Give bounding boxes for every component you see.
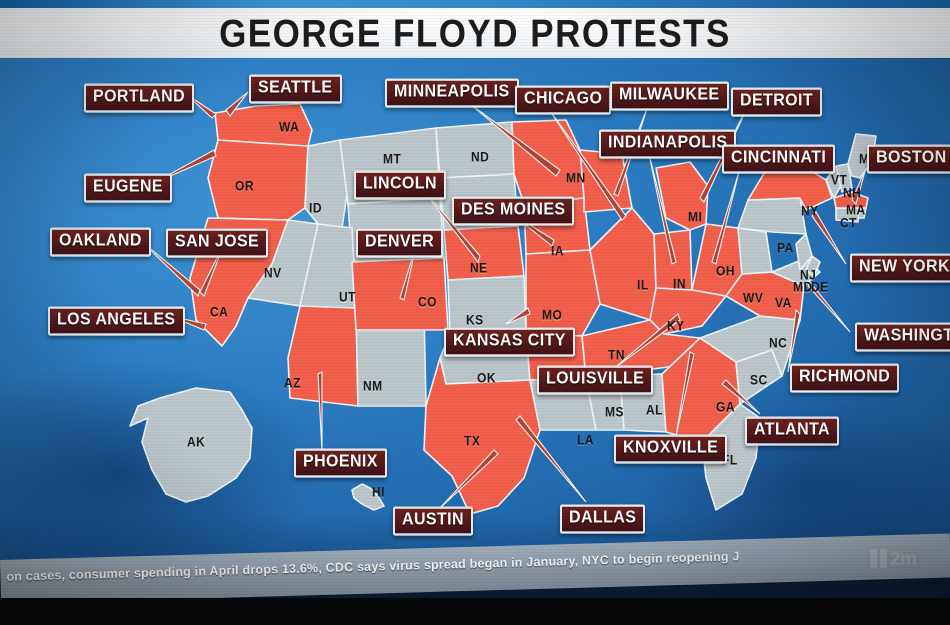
title-banner: GEORGE FLOYD PROTESTS <box>0 8 950 62</box>
city-label-detroit: DETROIT <box>731 87 823 117</box>
city-label-denver: DENVER <box>356 228 444 258</box>
city-label-austin: AUSTIN <box>393 506 473 536</box>
screen-bottom-bar <box>0 598 950 625</box>
top-blue-strip <box>0 0 950 10</box>
city-label-seattle: SEATTLE <box>249 74 342 104</box>
leader-kansascity <box>505 307 531 325</box>
leader-dallas <box>515 415 587 503</box>
state-shape-tx <box>423 357 541 515</box>
leader-richmond <box>787 308 801 373</box>
state-shape-az <box>287 305 359 407</box>
city-label-washington: WASHINGTON <box>855 322 950 352</box>
city-label-kansas-city: KANSAS CITY <box>444 327 575 357</box>
state-shape-nj <box>795 233 813 271</box>
city-label-los-angeles: LOS ANGELES <box>48 306 185 336</box>
city-label-milwaukee: MILWAUKEE <box>610 81 729 111</box>
city-label-oakland: OAKLAND <box>50 227 151 257</box>
city-label-portland: PORTLAND <box>84 83 195 113</box>
state-shape-ma <box>833 191 869 209</box>
city-label-knoxville: KNOXVILLE <box>614 434 728 464</box>
city-label-eugene: EUGENE <box>84 173 172 203</box>
city-label-des-moines: DES MOINES <box>452 196 575 226</box>
city-label-cincinnati: CINCINNATI <box>722 144 836 174</box>
leader-indianapolis <box>647 149 677 265</box>
state-shape-ct <box>835 207 861 223</box>
city-label-minneapolis: MINNEAPOLIS <box>385 78 519 108</box>
city-label-san-jose: SAN JOSE <box>166 228 269 258</box>
state-shape-nh <box>835 163 853 193</box>
city-label-atlanta: ATLANTA <box>745 416 839 446</box>
leader-atlanta <box>721 379 761 415</box>
leader-cincinnati <box>711 167 741 265</box>
city-label-louisville: LOUISVILLE <box>537 365 654 395</box>
leader-austin <box>437 449 499 511</box>
state-shape-ak <box>129 387 253 503</box>
city-label-phoenix: PHOENIX <box>294 448 387 478</box>
leader-louisville <box>611 313 681 371</box>
leader-oakland <box>139 239 201 298</box>
state-shape-mi <box>655 161 709 231</box>
city-label-richmond: RICHMOND <box>790 363 900 393</box>
leader-phoenix <box>317 371 323 453</box>
leader-newyork <box>811 211 847 265</box>
state-shape-de <box>805 255 821 277</box>
state-shape-ri <box>857 207 867 219</box>
leader-washington <box>807 280 851 333</box>
leader-seattle <box>225 91 249 117</box>
leader-denver <box>399 245 417 301</box>
leader-knoxville <box>675 351 695 437</box>
state-shape-nv <box>247 219 319 307</box>
state-shape-hi <box>351 483 385 511</box>
city-label-dallas: DALLAS <box>560 504 646 534</box>
leader-boston <box>851 167 867 206</box>
map-container: WAORIDMTNDMNNVUTCACONEIAILINMIOHWVPANYME… <box>0 58 950 568</box>
city-label-chicago: CHICAGO <box>515 85 612 115</box>
page-title: GEORGE FLOYD PROTESTS <box>219 11 731 56</box>
leader-chicago <box>547 107 627 221</box>
city-label-lincoln: LINCOLN <box>354 170 446 200</box>
leader-minneapolis <box>469 103 561 177</box>
city-label-new-york: NEW YORK <box>850 253 950 283</box>
city-label-indianapolis: INDIANAPOLIS <box>599 129 737 159</box>
state-shape-mo <box>525 249 601 337</box>
leader-lincoln <box>419 185 481 264</box>
state-shape-pa <box>737 197 807 235</box>
city-label-boston: BOSTON <box>867 144 950 174</box>
